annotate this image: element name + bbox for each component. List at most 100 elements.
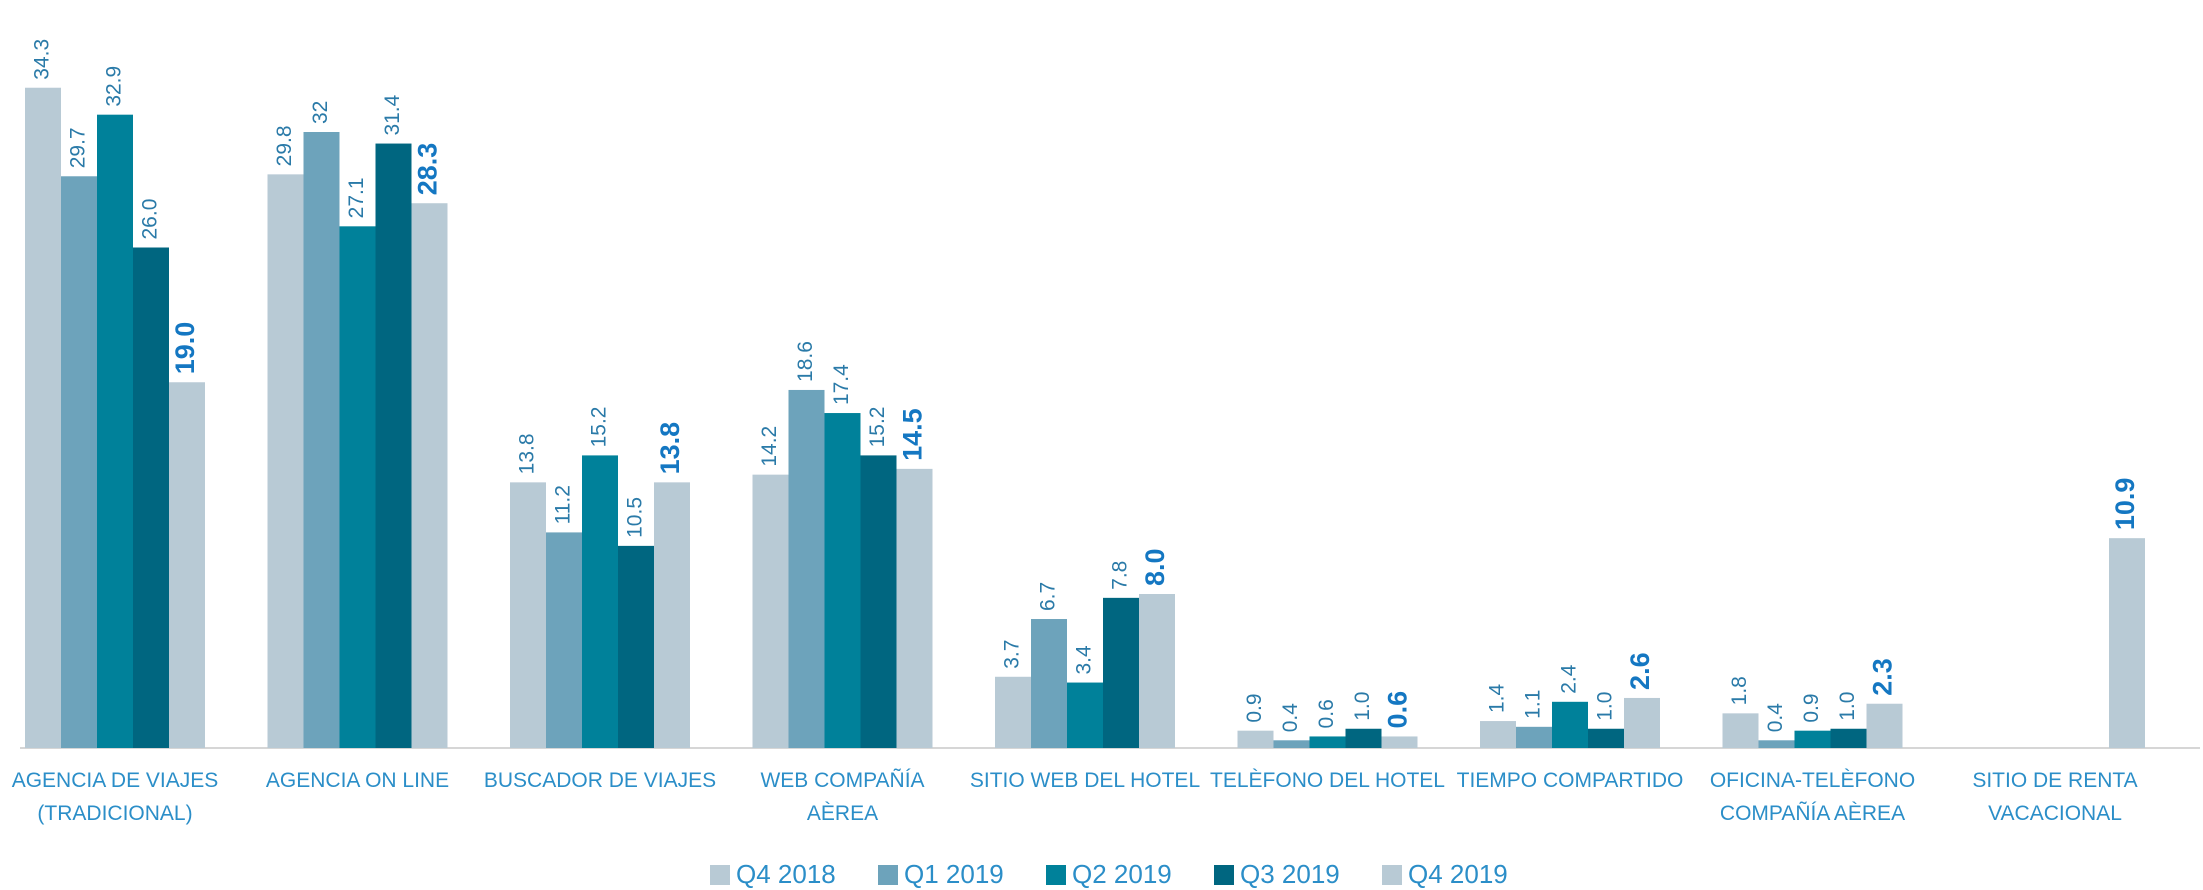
bar xyxy=(1866,703,1903,748)
data-label: 28.3 xyxy=(413,143,443,196)
bar xyxy=(1552,701,1588,748)
data-label: 3.7 xyxy=(1001,640,1024,669)
bar xyxy=(546,532,582,748)
bar xyxy=(896,468,933,748)
legend-label: Q1 2019 xyxy=(904,859,1004,889)
data-label: 0.9 xyxy=(1800,693,1823,722)
legend-swatch xyxy=(1382,865,1402,885)
bar xyxy=(25,87,61,749)
legend-label: Q4 2019 xyxy=(1408,859,1508,889)
data-label: 13.8 xyxy=(516,433,539,474)
bar xyxy=(1588,728,1624,748)
bar xyxy=(1480,721,1516,748)
data-label: 26.0 xyxy=(139,199,162,240)
legend-label: Q3 2019 xyxy=(1240,859,1340,889)
data-label: 18.6 xyxy=(794,341,817,382)
data-label: 1.4 xyxy=(1486,684,1509,714)
data-label: 10.5 xyxy=(624,497,647,538)
bar xyxy=(1381,736,1418,748)
data-label: 27.1 xyxy=(345,177,368,218)
data-label: 11.2 xyxy=(552,485,575,524)
data-label: 7.8 xyxy=(1109,561,1132,590)
bar xyxy=(1722,713,1759,748)
data-label: 10.9 xyxy=(2110,478,2140,531)
bar xyxy=(169,382,205,748)
data-label: 15.2 xyxy=(866,407,889,448)
bar xyxy=(1139,594,1175,748)
bar xyxy=(133,247,169,748)
data-label: 29.8 xyxy=(273,125,296,166)
legend-swatch xyxy=(710,865,730,885)
legend-swatch xyxy=(1046,865,1066,885)
data-label: 1.0 xyxy=(1836,692,1859,721)
bar xyxy=(1624,697,1660,748)
data-label: 14.2 xyxy=(758,426,781,467)
bar xyxy=(995,676,1031,748)
x-tick-label: TELÈFONO DEL HOTEL xyxy=(1210,769,1445,792)
bar xyxy=(824,413,861,748)
legend-swatch xyxy=(1214,865,1234,885)
bar xyxy=(788,389,825,748)
bar xyxy=(1516,726,1552,748)
data-label: 0.9 xyxy=(1243,693,1266,722)
data-label: 2.4 xyxy=(1558,664,1581,694)
bar xyxy=(339,226,376,748)
bar xyxy=(411,203,448,749)
bar xyxy=(1067,682,1103,748)
x-tick-label: SITIO DE RENTA VACACIONAL xyxy=(1972,769,2138,825)
data-label: 0.6 xyxy=(1315,699,1338,728)
bar xyxy=(61,176,97,748)
x-tick-label: AGENCIA ON LINE xyxy=(265,769,450,792)
bar xyxy=(510,482,546,748)
data-label: 2.3 xyxy=(1868,658,1898,696)
bar xyxy=(375,143,412,749)
bar xyxy=(618,545,654,748)
bar xyxy=(1794,730,1831,748)
bar xyxy=(1758,740,1795,748)
data-label: 19.0 xyxy=(170,322,200,375)
data-label: 17.4 xyxy=(830,364,853,405)
data-label: 15.2 xyxy=(588,407,611,448)
bar xyxy=(1309,736,1346,748)
bar xyxy=(1273,740,1310,748)
data-label: 32.9 xyxy=(103,66,126,107)
data-label: 0.4 xyxy=(1764,703,1787,733)
x-tick-label: WEB COMPAÑÍA AÈREA xyxy=(760,769,925,825)
bar xyxy=(303,132,340,748)
data-label: 1.1 xyxy=(1522,690,1545,719)
bar xyxy=(267,174,304,749)
x-tick-label: BUSCADOR DE VIAJES xyxy=(483,769,717,792)
data-label: 14.5 xyxy=(898,408,928,461)
x-tick-label: AGENCIA DE VIAJES (TRADICIONAL) xyxy=(11,769,219,825)
legend-label: Q4 2018 xyxy=(736,859,836,889)
bar xyxy=(860,455,897,748)
data-label: 29.7 xyxy=(67,127,90,168)
data-label: 2.6 xyxy=(1625,652,1655,690)
data-label: 31.4 xyxy=(381,94,404,135)
x-tick-label: TIEMPO COMPARTIDO xyxy=(1456,769,1684,792)
x-tick-label: OFICINA-TELÈFONO COMPAÑÍA AÈREA xyxy=(1709,769,1916,825)
data-label: 32 xyxy=(309,101,332,124)
data-label: 1.0 xyxy=(1594,692,1617,721)
data-label: 13.8 xyxy=(655,422,685,475)
bar xyxy=(1345,728,1382,748)
bar xyxy=(582,455,618,748)
bar xyxy=(654,482,690,748)
data-label: 8.0 xyxy=(1140,548,1170,586)
data-label: 1.8 xyxy=(1728,676,1751,705)
data-label: 1.0 xyxy=(1351,692,1374,721)
bar xyxy=(752,474,789,748)
legend-label: Q2 2019 xyxy=(1072,859,1172,889)
data-label: 6.7 xyxy=(1037,582,1060,611)
data-label: 34.3 xyxy=(31,39,54,80)
bar xyxy=(1237,730,1274,748)
bar xyxy=(2109,538,2145,748)
data-label: 0.6 xyxy=(1383,691,1413,729)
bar xyxy=(1830,728,1867,748)
bar xyxy=(1103,597,1139,748)
data-label: 3.4 xyxy=(1073,645,1096,675)
data-label: 0.4 xyxy=(1279,703,1302,733)
bar xyxy=(97,114,133,749)
